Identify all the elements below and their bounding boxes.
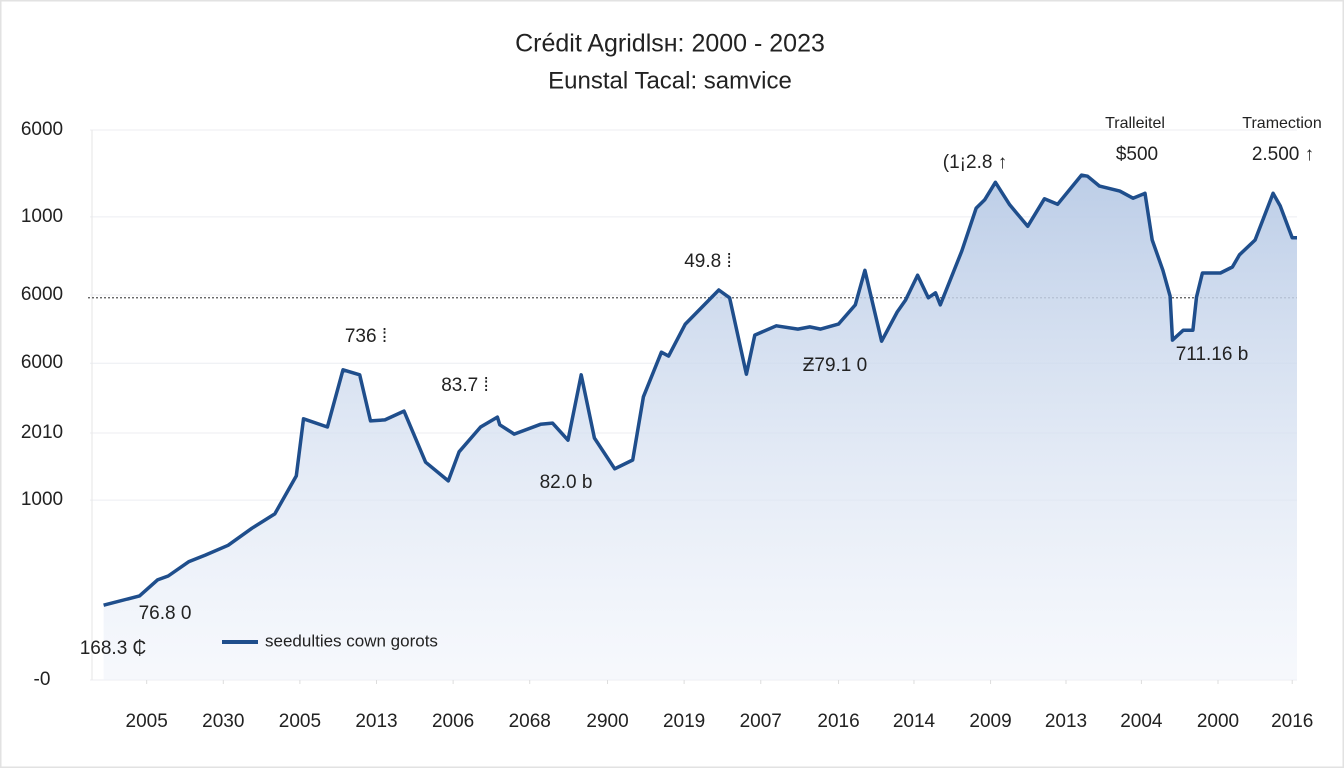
x-tick-label: 2013 bbox=[1045, 711, 1087, 732]
annotation: Ƶ79.1 0 bbox=[803, 355, 867, 376]
annotation: 711.16 b bbox=[1176, 344, 1249, 365]
x-tick-label: 2009 bbox=[969, 711, 1011, 732]
annotation: (1¡2.8 ↑ bbox=[943, 152, 1007, 173]
annotation: 83.7 ⁞ bbox=[441, 375, 489, 396]
annotation: 76.8 0 bbox=[139, 603, 192, 624]
annotation: 82.0 b bbox=[540, 472, 593, 493]
y-tick-label: 2010 bbox=[21, 422, 63, 443]
x-tick-label: 2030 bbox=[202, 711, 244, 732]
x-tick-label: 2000 bbox=[1197, 711, 1239, 732]
x-tick-label: 2013 bbox=[355, 711, 397, 732]
legend-label: seedulties cown gorots bbox=[265, 631, 438, 650]
x-tick-label: 2007 bbox=[740, 711, 782, 732]
y-tick-label: 1000 bbox=[21, 489, 63, 510]
annotation: 2.500 ↑ bbox=[1252, 144, 1314, 165]
x-tick-label: 2004 bbox=[1120, 711, 1163, 732]
x-tick-label: 2068 bbox=[509, 711, 551, 732]
chart-title: Crédit Agridlsн: 2000 - 2023 bbox=[515, 30, 825, 58]
x-tick-label: 2006 bbox=[432, 711, 474, 732]
x-tick-label: 2016 bbox=[817, 711, 859, 732]
x-tick-label: 2014 bbox=[893, 711, 936, 732]
x-tick-label: 2900 bbox=[586, 711, 628, 732]
annotation: 168.3 ₵ bbox=[80, 638, 147, 659]
annotation: 736 ⁞ bbox=[345, 326, 387, 347]
annotation: $500 bbox=[1116, 144, 1158, 165]
y-tick-label: 6000 bbox=[21, 119, 63, 140]
y-tick-label: 1000 bbox=[21, 206, 63, 227]
x-tick-label: 2019 bbox=[663, 711, 705, 732]
chart-subtitle: Eunstal Tacal: samvice bbox=[548, 67, 792, 94]
y-tick-label: 6000 bbox=[21, 284, 63, 305]
x-tick-label: 2005 bbox=[279, 711, 321, 732]
line bbox=[103, 173, 1297, 607]
header-label: Tralleitel bbox=[1105, 115, 1165, 132]
header-label: Tramection bbox=[1242, 115, 1321, 132]
area bbox=[103, 175, 1297, 680]
y-tick-label: -0 bbox=[34, 669, 51, 690]
x-tick-label: 2005 bbox=[126, 711, 168, 732]
annotation: 49.8 ⁞ bbox=[684, 251, 732, 272]
y-tick-label: 6000 bbox=[21, 352, 63, 373]
x-tick-label: 2016 bbox=[1271, 711, 1313, 732]
